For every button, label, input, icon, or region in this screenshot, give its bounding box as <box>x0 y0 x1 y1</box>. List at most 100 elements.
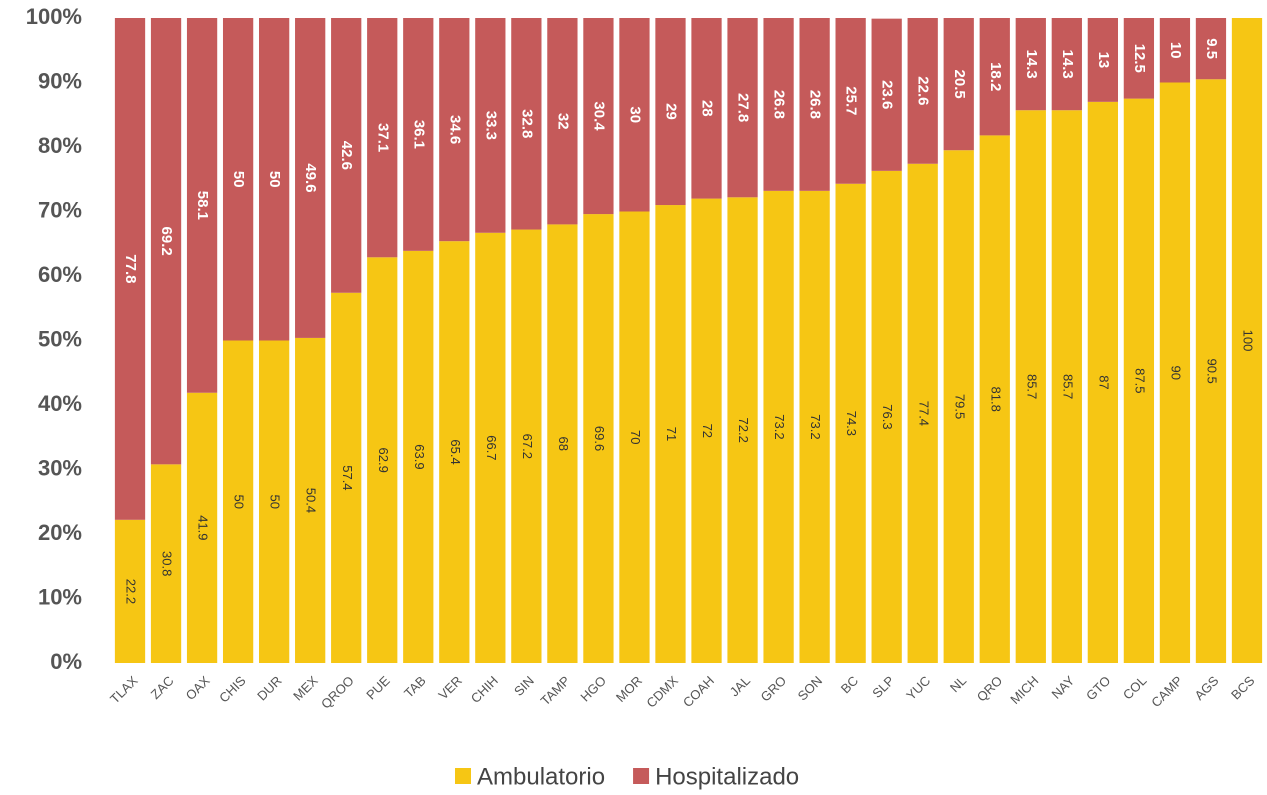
y-tick-label: 80% <box>38 133 82 158</box>
data-label: 26.8 <box>807 90 824 119</box>
y-tick-label: 100% <box>26 4 82 29</box>
data-label: 69.2 <box>158 227 175 256</box>
data-label: 33.3 <box>482 111 499 140</box>
data-label: 25.7 <box>843 86 860 115</box>
bar-segment <box>222 18 254 341</box>
bar-segment <box>583 18 614 215</box>
bar-segment <box>511 18 542 230</box>
data-label: 12.5 <box>1131 44 1148 73</box>
bar-segment <box>727 18 758 198</box>
data-label: 30 <box>626 106 643 123</box>
bar-segment <box>1015 110 1046 664</box>
data-label: 41.9 <box>196 515 211 540</box>
bar-segment <box>222 340 254 663</box>
data-label: 87 <box>1096 375 1111 389</box>
bar-segment <box>871 170 902 664</box>
bar-segment <box>907 163 938 663</box>
data-label: 67.2 <box>520 434 535 459</box>
data-label: 87.5 <box>1132 368 1147 393</box>
data-label: 14.3 <box>1059 50 1076 79</box>
data-label: 22.2 <box>124 579 139 604</box>
data-label: 66.7 <box>484 435 499 460</box>
bar-segment <box>979 135 1010 663</box>
bar-segment <box>114 519 146 663</box>
y-tick-label: 60% <box>38 262 82 287</box>
data-label: 62.9 <box>376 447 391 472</box>
bar-segment <box>799 18 830 191</box>
bar-segment <box>655 205 686 664</box>
bar-segment <box>475 232 506 663</box>
bar-segment <box>655 18 686 206</box>
data-label: 36.1 <box>410 120 427 149</box>
bar-segment <box>186 392 218 663</box>
bar-segment <box>979 18 1010 136</box>
bar-segment <box>943 150 974 664</box>
data-label: 58.1 <box>194 191 211 220</box>
data-label: 57.4 <box>340 465 355 490</box>
x-tick-label: BC <box>838 673 861 696</box>
data-label: 13 <box>1095 52 1112 69</box>
data-label: 37.1 <box>374 123 391 152</box>
x-tick-label: COAH <box>680 673 717 710</box>
legend-swatch <box>455 768 471 784</box>
data-label: 79.5 <box>952 394 967 419</box>
data-label: 77.8 <box>122 254 139 283</box>
data-label: 18.2 <box>987 62 1004 91</box>
x-tick-label: QROO <box>318 673 357 712</box>
data-label: 81.8 <box>988 387 1003 412</box>
x-tick-label: JAL <box>727 673 753 699</box>
bar-segment <box>1087 18 1118 102</box>
data-label: 26.8 <box>771 90 788 119</box>
data-label: 30.4 <box>590 101 607 131</box>
x-tick-label: CHIH <box>468 673 501 706</box>
bar-segment <box>691 198 722 663</box>
data-label: 65.4 <box>448 439 463 464</box>
x-tick-label: DUR <box>254 673 285 704</box>
bar-segment <box>1159 82 1191 663</box>
data-label: 72.2 <box>736 417 751 442</box>
x-tick-label: HGO <box>577 673 609 705</box>
x-tick-label: YUC <box>903 673 933 703</box>
bar-segment <box>763 18 794 191</box>
data-label: 68 <box>556 436 571 450</box>
bar-segment <box>1123 18 1155 99</box>
data-label: 69.6 <box>592 426 607 451</box>
data-label: 29 <box>663 103 680 120</box>
x-tick-label: QRO <box>974 673 1006 705</box>
bar-segment <box>403 18 434 251</box>
x-tick-label: GRO <box>758 673 790 705</box>
x-tick-label: ZAC <box>148 673 177 702</box>
bar-segment <box>439 241 470 664</box>
legend-label: Ambulatorio <box>477 763 605 790</box>
x-tick-label: SLP <box>869 673 897 701</box>
bar-segment <box>727 197 758 663</box>
data-label: 63.9 <box>412 444 427 469</box>
data-label: 85.7 <box>1060 374 1075 399</box>
bar-segment <box>1051 110 1082 664</box>
data-label: 90.5 <box>1205 358 1220 383</box>
legend-label: Hospitalizado <box>655 763 799 790</box>
bar-segment <box>763 190 794 664</box>
data-label: 50 <box>232 495 247 509</box>
bar-segment <box>331 18 362 293</box>
bar-segment <box>367 18 398 258</box>
bar-segment <box>943 18 974 151</box>
bar-segment <box>150 464 182 663</box>
data-label: 42.6 <box>338 141 355 170</box>
data-label: 72 <box>700 424 715 438</box>
data-label: 73.2 <box>808 414 823 439</box>
bar-segment <box>186 18 218 393</box>
data-label: 70 <box>628 430 643 444</box>
data-label: 30.8 <box>160 551 175 576</box>
x-tick-label: SIN <box>511 673 537 699</box>
bar-segment <box>547 224 578 663</box>
bar-segment <box>691 18 722 199</box>
x-tick-label: SON <box>795 673 826 704</box>
bar-segment <box>547 18 578 225</box>
data-label: 27.8 <box>735 93 752 122</box>
bar-segment <box>511 229 542 663</box>
x-tick-label: MOR <box>613 673 645 705</box>
legend-swatch <box>633 768 650 784</box>
data-label: 9.5 <box>1203 38 1220 59</box>
